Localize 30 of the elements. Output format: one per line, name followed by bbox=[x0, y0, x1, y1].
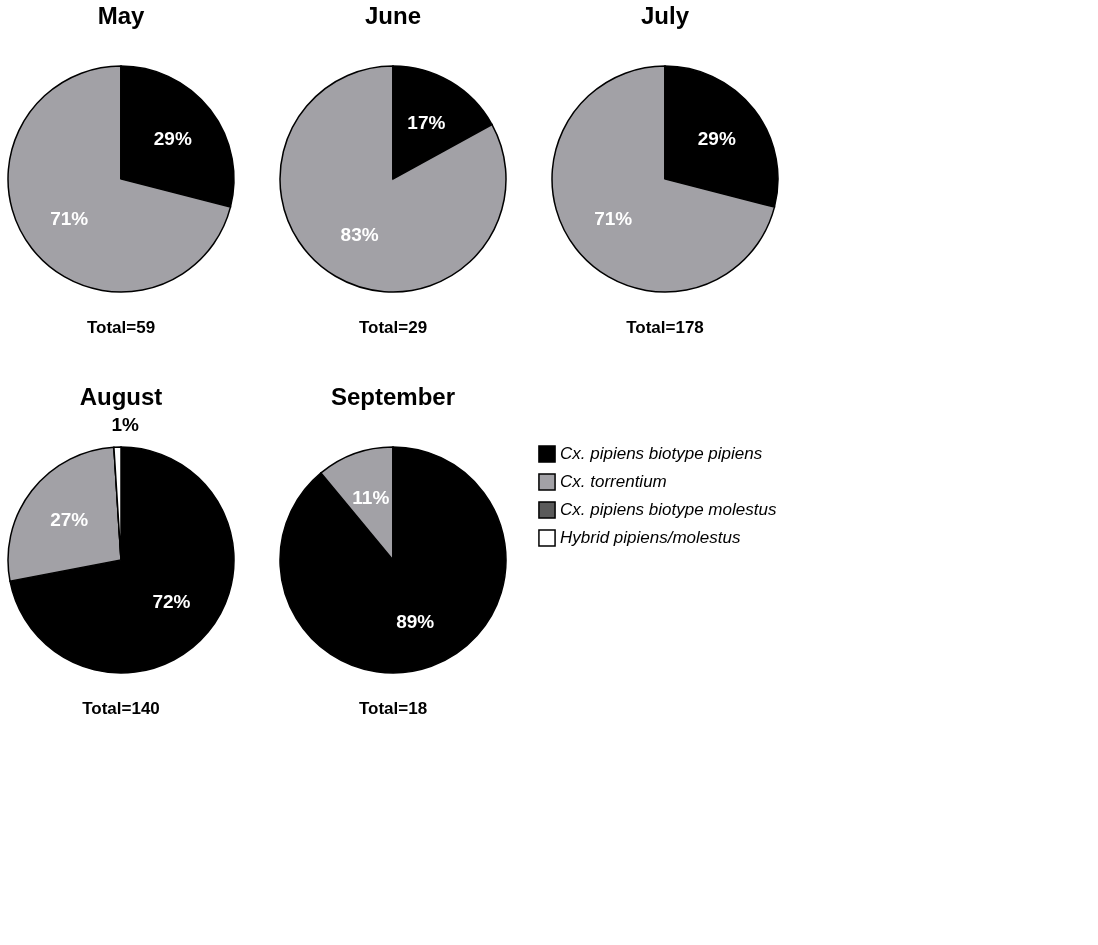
chart-title: July bbox=[640, 2, 690, 29]
text: Total=18 bbox=[358, 699, 428, 718]
data-label: 29% bbox=[697, 127, 736, 149]
data-label: 11% bbox=[352, 487, 390, 509]
text: Total=178 bbox=[626, 318, 704, 337]
text: Total=140 bbox=[82, 699, 160, 718]
pie-slice bbox=[279, 446, 507, 674]
legend-label: Hybrid pipiens/molestus bbox=[560, 528, 741, 547]
data-label: 71% bbox=[50, 208, 89, 230]
legend-label: Cx. pipiens biotype molestus bbox=[560, 500, 777, 519]
data-label: 27% bbox=[50, 508, 89, 530]
chart-title: September bbox=[330, 383, 456, 410]
data-label: 83% bbox=[340, 224, 379, 246]
text: Total=59 bbox=[86, 318, 156, 337]
legend-label: Cx. torrentium bbox=[560, 472, 667, 491]
pie-slice bbox=[7, 65, 232, 293]
data-label: 29% bbox=[153, 127, 192, 149]
chart-title: August bbox=[79, 383, 163, 410]
data-label: 1% bbox=[111, 414, 140, 436]
pie-slice bbox=[9, 446, 235, 674]
pie-slice bbox=[279, 65, 507, 293]
chart-title: June bbox=[364, 2, 422, 29]
legend-label: Cx. pipiens biotype pipiens bbox=[560, 444, 763, 463]
chart-title: May bbox=[97, 2, 145, 29]
data-label: 71% bbox=[594, 208, 633, 230]
text: Total=29 bbox=[358, 318, 428, 337]
data-label: 72% bbox=[152, 590, 191, 612]
data-label: 17% bbox=[407, 111, 446, 133]
pie-slice bbox=[551, 65, 776, 293]
data-label: 89% bbox=[396, 610, 435, 632]
